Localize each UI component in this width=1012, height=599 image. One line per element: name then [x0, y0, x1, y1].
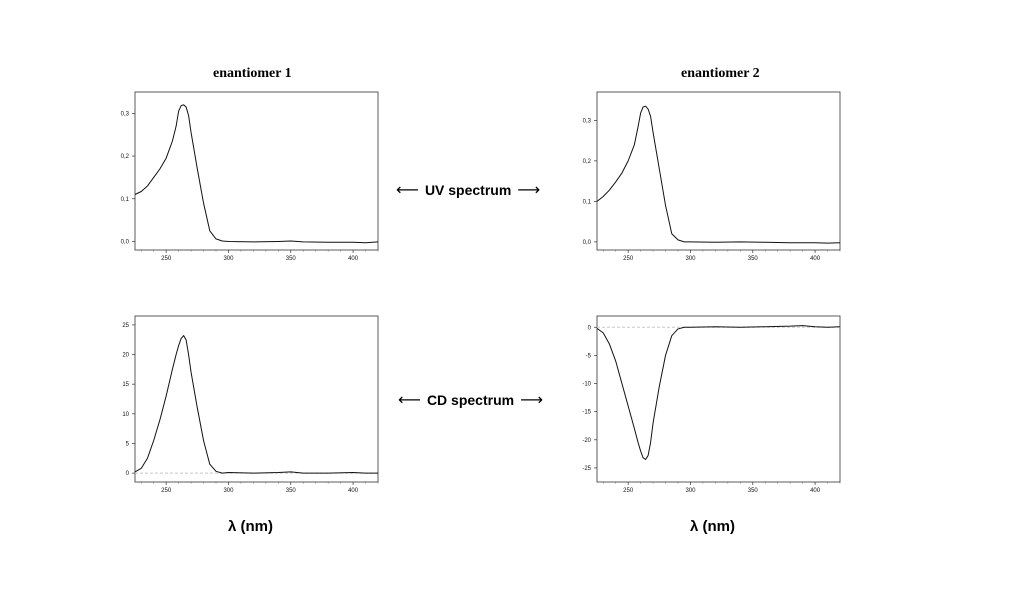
x-tick-label: 250	[623, 256, 634, 262]
y-tick-label: 0,0	[583, 240, 592, 246]
y-tick-label: -5	[586, 353, 592, 359]
x-tick-label: 300	[685, 256, 696, 262]
x-tick-label: 300	[223, 256, 234, 262]
uv-spectrum-text: UV spectrum	[424, 182, 512, 198]
y-tick-label: 0,1	[583, 199, 592, 205]
y-tick-label: 0,2	[121, 154, 130, 160]
y-tick-label: -20	[582, 438, 591, 444]
y-tick-label: 0,2	[583, 159, 592, 165]
arrow-right-icon: ⟶	[520, 390, 544, 409]
x-tick-label: 350	[748, 488, 759, 494]
x-tick-label: 250	[161, 256, 172, 262]
y-tick-label: -10	[582, 382, 591, 388]
x-tick-label: 350	[286, 256, 297, 262]
x-tick-label: 300	[685, 488, 696, 494]
chart-uv-enantiomer-1: 250 300 350 400 0,0 0,1 0,2 0,3	[121, 91, 379, 262]
x-tick-label: 300	[223, 488, 234, 494]
title-enantiomer-1: enantiomer 1	[213, 66, 292, 81]
y-tick-label: 5	[126, 441, 130, 447]
series-line	[134, 104, 379, 244]
x-tick-label: 250	[161, 488, 172, 494]
uv-spectrum-label: ⟵ UV spectrum ⟶	[396, 180, 541, 199]
title-enantiomer-2: enantiomer 2	[681, 66, 760, 81]
chart-cd-enantiomer-1: 250 300 350 400 0 5 10 15 20 25	[122, 315, 379, 494]
y-tick-label: 20	[122, 353, 129, 359]
cd-spectrum-text: CD spectrum	[426, 392, 515, 408]
arrow-left-icon: ⟵	[398, 390, 421, 409]
series-line	[596, 105, 841, 244]
arrow-right-icon: ⟶	[517, 180, 541, 199]
x-tick-label: 350	[286, 488, 297, 494]
y-tick-label: 0,3	[121, 111, 130, 117]
y-tick-label: 0	[588, 325, 592, 331]
y-tick-label: 25	[122, 323, 129, 329]
y-tick-label: 0	[126, 471, 130, 477]
xlabel-cd-enantiomer-1: λ (nm)	[228, 518, 273, 535]
x-tick-label: 400	[810, 488, 821, 494]
y-tick-label: 15	[122, 382, 129, 388]
x-tick-label: 250	[623, 488, 634, 494]
y-tick-label: 0,0	[121, 239, 130, 245]
y-tick-label: 0,1	[121, 197, 130, 203]
y-tick-label: 10	[122, 412, 129, 418]
plot-frame	[134, 315, 379, 483]
plot-frame	[596, 91, 841, 251]
xlabel-cd-enantiomer-2: λ (nm)	[690, 518, 735, 535]
plot-frame	[134, 91, 379, 251]
chart-uv-enantiomer-2: 250 300 350 400 0,0 0,1 0,2 0,3	[583, 91, 841, 262]
arrow-left-icon: ⟵	[396, 180, 419, 199]
plot-frame	[596, 315, 841, 483]
y-tick-label: 0,3	[583, 118, 592, 124]
x-tick-label: 400	[348, 488, 359, 494]
y-tick-label: -25	[582, 466, 591, 472]
series-line	[596, 325, 841, 460]
y-tick-label: -15	[582, 410, 591, 416]
x-tick-label: 350	[748, 256, 759, 262]
cd-spectrum-label: ⟵ CD spectrum ⟶	[398, 390, 544, 409]
x-tick-label: 400	[348, 256, 359, 262]
series-line	[134, 335, 378, 474]
x-tick-label: 400	[810, 256, 821, 262]
chart-cd-enantiomer-2: 250 300 350 400 0 -5 -10 -15 -20 -25	[582, 315, 841, 494]
